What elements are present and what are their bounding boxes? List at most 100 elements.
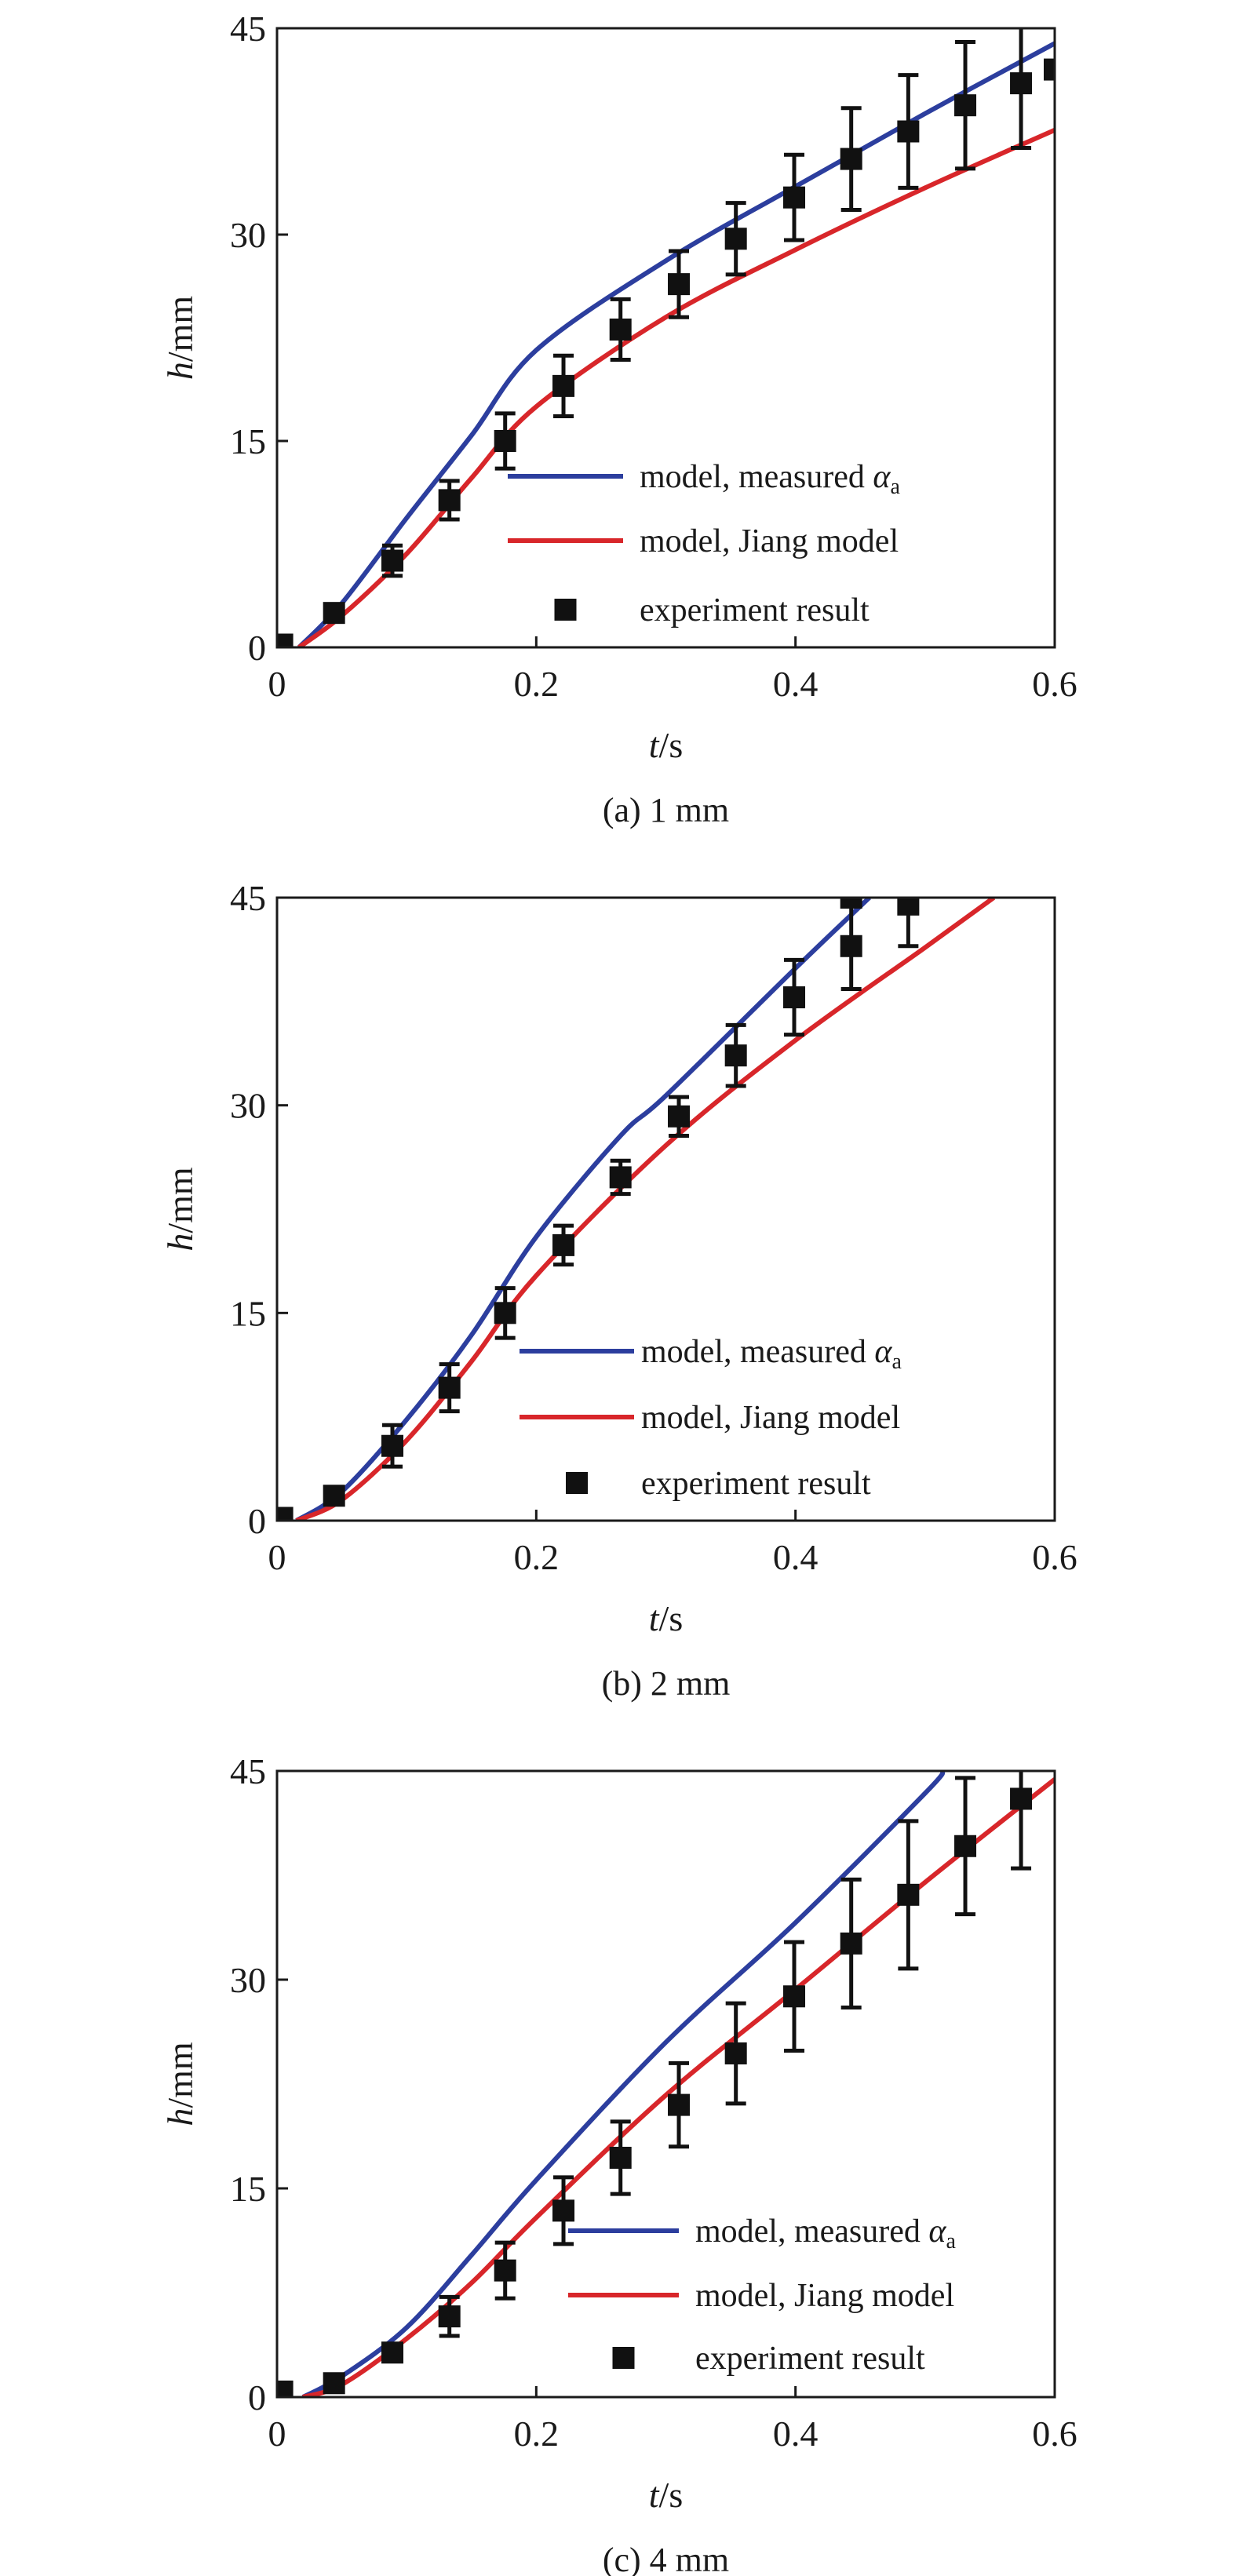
experiment-marker: [323, 602, 345, 625]
experiment-marker: [1010, 72, 1033, 95]
legend-label-measured: model, measured αa: [640, 459, 900, 499]
experiment-point: [897, 898, 920, 949]
series-line-measured: [301, 1771, 946, 2397]
experiment-marker: [323, 1485, 345, 1507]
experiment-point: [438, 1362, 461, 1414]
x-tick-label: 0.6: [1032, 1537, 1077, 1577]
experiment-point: [897, 73, 920, 190]
y-axis-label: h/mm: [160, 1167, 200, 1252]
experiment-point: [609, 2119, 632, 2196]
experiment-marker: [668, 273, 691, 296]
experiment-point: [954, 40, 977, 171]
experiment-marker: [783, 186, 806, 209]
experiment-point: [438, 2294, 461, 2338]
experiment-marker: [897, 898, 920, 916]
experiment-point: [783, 1940, 806, 2053]
legend-label-measured: model, measured αa: [695, 2213, 956, 2254]
experiment-marker: [840, 1932, 862, 1955]
experiment-point: [724, 1022, 747, 1088]
experiment-marker: [277, 1507, 294, 1521]
legend-label-measured-text: model, measured: [640, 459, 873, 495]
experiment-marker: [724, 228, 747, 250]
experiment-marker: [494, 430, 516, 452]
y-axis-label-unit: /mm: [160, 2042, 200, 2108]
legend-alpha-symbol: α: [874, 1334, 892, 1370]
experiment-point: [954, 1776, 977, 1917]
experiment-point: [840, 1877, 862, 2009]
panel-b: 0 0.2 0.4 0.6 0 15 30 45 t/s h/mm (b) 2 mm model, m…: [160, 878, 1077, 1703]
experiment-point: [494, 1286, 516, 1340]
experiment-point: [668, 249, 691, 319]
experiment-point: [783, 152, 806, 242]
experiment-point: [381, 2341, 403, 2364]
experiment-point: [783, 957, 806, 1037]
experiment-marker: [609, 2146, 632, 2169]
experiment-point: [277, 1507, 294, 1521]
experiment-marker: [323, 2372, 345, 2395]
y-tick-label: 45: [230, 9, 266, 49]
y-tick-label: 30: [230, 1960, 266, 2000]
experiment-marker: [954, 1835, 977, 1857]
x-axis-label-symbol: t: [649, 725, 660, 765]
y-tick-label: 45: [230, 878, 266, 918]
legend-marker-experiment: [612, 2347, 635, 2369]
x-axis-label: t/s: [649, 725, 683, 765]
experiment-marker: [494, 1302, 516, 1324]
x-tick-label: 0: [268, 664, 286, 704]
panel-caption: (a) 1 mm: [603, 791, 729, 829]
experiment-marker: [277, 2380, 294, 2397]
experiment-point: [323, 602, 345, 625]
legend-label-jiang: model, Jiang model: [640, 523, 899, 559]
experiment-marker: [438, 489, 461, 512]
experiment-point: [609, 1158, 632, 1197]
experiment-point: [1010, 1771, 1033, 1871]
panel-caption: (b) 2 mm: [602, 1664, 731, 1703]
legend-label-measured-text: model, measured: [641, 1334, 874, 1370]
x-axis-label: t/s: [649, 2475, 683, 2515]
experiment-point: [494, 411, 516, 471]
y-axis-label-unit: /mm: [160, 1167, 200, 1233]
experiment-marker: [840, 148, 862, 170]
experiment-marker: [724, 2042, 747, 2064]
experiment-marker: [783, 1985, 806, 2008]
experiment-marker: [724, 1044, 747, 1067]
experiment-marker: [783, 986, 806, 1009]
experiment-point: [381, 1423, 403, 1469]
plot-frame: [275, 896, 1056, 1522]
y-axis-label: h/mm: [160, 296, 200, 381]
plot-frame: [275, 27, 1056, 649]
legend-label-jiang: model, Jiang model: [695, 2278, 954, 2314]
experiment-marker: [552, 374, 575, 397]
legend-label-experiment: experiment result: [640, 592, 870, 629]
legend-alpha-subscript: a: [890, 475, 900, 499]
x-tick-label: 0.2: [514, 2414, 560, 2454]
legend-label-experiment: experiment result: [641, 1466, 871, 1502]
experiment-marker: [954, 94, 977, 117]
experiment-point: [552, 353, 575, 418]
y-axis-label: h/mm: [160, 2042, 200, 2126]
experiment-marker: [552, 1233, 575, 1256]
experiment-point: [438, 479, 461, 522]
plot-frame: [275, 1769, 1056, 2399]
experiment-marker: [277, 633, 294, 647]
experiment-point: [840, 106, 862, 212]
series-line-jiang: [295, 898, 996, 1521]
y-tick-label: 15: [230, 421, 266, 461]
y-axis-label-symbol: h: [160, 362, 200, 380]
x-tick-label: 0.4: [773, 664, 819, 704]
x-tick-label: 0.4: [773, 1537, 819, 1577]
legend: model, measured αa model, Jiang model expe…: [508, 459, 900, 629]
y-tick-label: 0: [248, 1501, 266, 1541]
experiment-marker: [494, 2259, 516, 2282]
x-axis-label-unit: /s: [659, 2475, 684, 2515]
y-axis-label-symbol: h: [160, 1233, 200, 1252]
x-axis-label-unit: /s: [659, 1598, 684, 1638]
experiment-point: [277, 2380, 294, 2397]
experiment-marker: [552, 2199, 575, 2222]
experiment-point: [668, 1095, 691, 1138]
x-tick-label: 0.2: [514, 1537, 560, 1577]
x-axis-label-symbol: t: [649, 1598, 660, 1638]
legend-marker-experiment: [554, 599, 577, 621]
x-axis-label-unit: /s: [659, 725, 684, 765]
